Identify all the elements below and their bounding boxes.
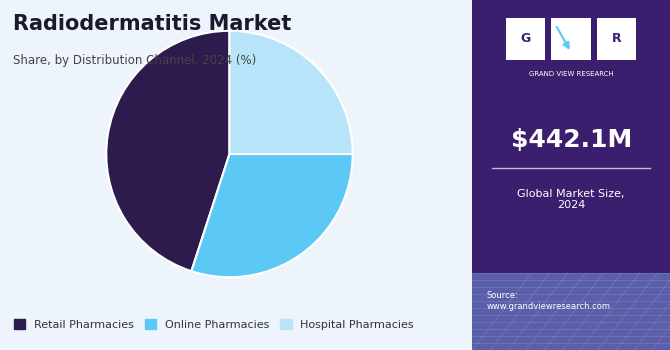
Wedge shape [107,31,229,271]
Text: Global Market Size,
2024: Global Market Size, 2024 [517,189,625,210]
Text: G: G [521,32,531,45]
Wedge shape [192,154,352,277]
FancyBboxPatch shape [551,18,591,60]
Text: R: R [612,32,622,45]
FancyBboxPatch shape [597,18,636,60]
FancyBboxPatch shape [506,18,545,60]
Wedge shape [229,31,352,154]
Legend: Retail Pharmacies, Online Pharmacies, Hospital Pharmacies: Retail Pharmacies, Online Pharmacies, Ho… [11,316,417,333]
FancyBboxPatch shape [472,0,670,350]
Text: Source:
www.grandviewresearch.com: Source: www.grandviewresearch.com [486,291,610,311]
Text: Radiodermatitis Market: Radiodermatitis Market [13,14,291,34]
FancyBboxPatch shape [472,273,670,350]
Text: Share, by Distribution Channel, 2024 (%): Share, by Distribution Channel, 2024 (%) [13,54,257,67]
Text: GRAND VIEW RESEARCH: GRAND VIEW RESEARCH [529,70,614,77]
Text: $442.1M: $442.1M [511,128,632,152]
